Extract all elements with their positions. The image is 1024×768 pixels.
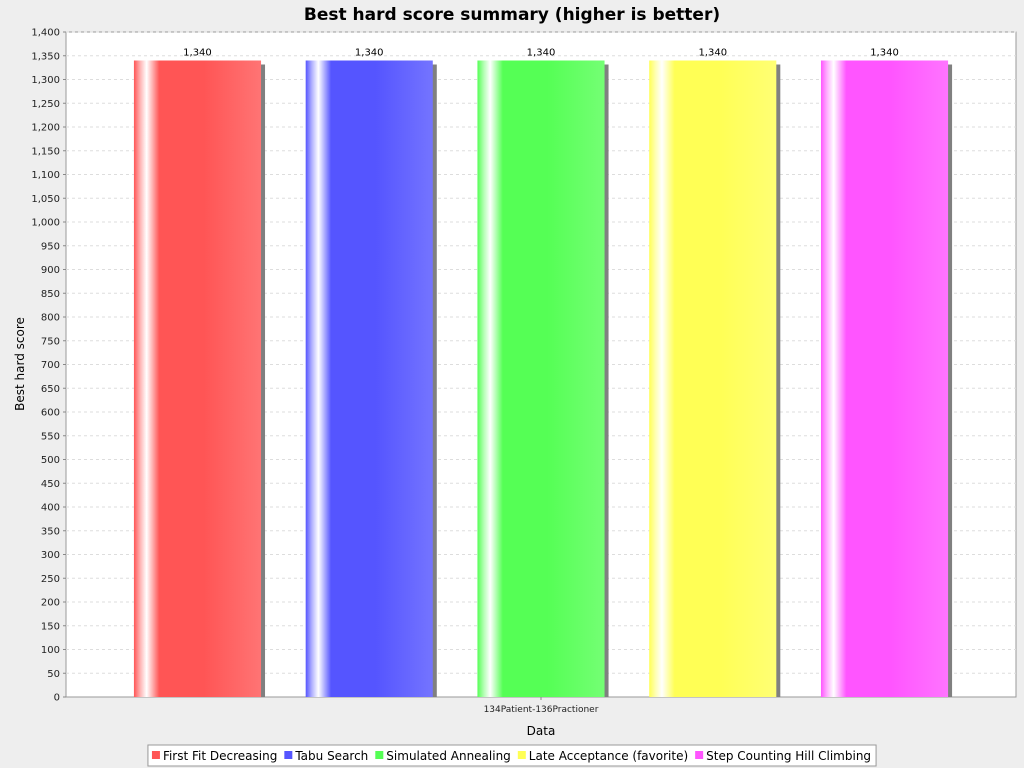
legend-swatch bbox=[375, 751, 384, 759]
data-label: 1,340 bbox=[870, 48, 899, 59]
y-axis-ticks: 0 50 100 150 200 250 300 350 400 450 500 550 600 650 7… bbox=[31, 28, 66, 704]
legend-item-label: Step Counting Hill Climbing bbox=[706, 749, 871, 763]
legend-frame bbox=[147, 744, 877, 767]
y-tick-label: 0 bbox=[54, 693, 60, 704]
y-tick-label: 100 bbox=[41, 645, 60, 656]
y-tick-label: 200 bbox=[41, 598, 60, 609]
y-tick-label: 1,300 bbox=[31, 75, 60, 86]
y-tick-label: 550 bbox=[41, 431, 60, 442]
y-tick-label: 800 bbox=[41, 313, 60, 324]
y-tick-label: 400 bbox=[41, 503, 60, 514]
category-label: 134Patient-136Practioner bbox=[484, 705, 599, 715]
y-tick-label: 700 bbox=[41, 360, 60, 371]
y-tick-label: 1,350 bbox=[31, 51, 60, 62]
y-tick-label: 600 bbox=[41, 408, 60, 419]
bar bbox=[477, 60, 605, 697]
y-tick-label: 500 bbox=[41, 455, 60, 466]
legend-swatch bbox=[151, 751, 160, 759]
y-tick-label: 900 bbox=[41, 265, 60, 276]
data-label: 1,340 bbox=[183, 48, 212, 59]
legend-item-label: Simulated Annealing bbox=[386, 749, 511, 763]
y-tick-label: 1,150 bbox=[31, 146, 60, 157]
bar bbox=[305, 60, 433, 697]
y-tick-label: 250 bbox=[41, 574, 60, 585]
bar bbox=[649, 60, 777, 697]
y-tick-label: 1,050 bbox=[31, 194, 60, 205]
data-label: 1,340 bbox=[355, 48, 384, 59]
y-tick-label: 1,200 bbox=[31, 123, 60, 134]
y-tick-label: 1,400 bbox=[31, 28, 60, 39]
legend-item-label: Tabu Search bbox=[294, 749, 368, 763]
y-tick-label: 1,250 bbox=[31, 99, 60, 110]
bar bbox=[820, 60, 949, 697]
y-tick-label: 650 bbox=[41, 384, 60, 395]
y-tick-label: 750 bbox=[41, 336, 60, 347]
y-tick-label: 150 bbox=[41, 621, 60, 632]
y-tick-label: 450 bbox=[41, 479, 60, 490]
legend-swatch bbox=[284, 751, 293, 759]
bar bbox=[133, 60, 262, 697]
y-tick-label: 350 bbox=[41, 526, 60, 537]
data-label: 1,340 bbox=[698, 48, 727, 59]
bars bbox=[133, 60, 953, 700]
y-axis-label: Best hard score bbox=[13, 317, 27, 411]
x-axis-label: Data bbox=[527, 724, 556, 738]
legend-swatch bbox=[695, 751, 704, 759]
data-label: 1,340 bbox=[527, 48, 556, 59]
y-tick-label: 850 bbox=[41, 289, 60, 300]
y-tick-label: 300 bbox=[41, 550, 60, 561]
y-tick-label: 1,100 bbox=[31, 170, 60, 181]
legend: First Fit Decreasing Tabu Search Simulated… bbox=[147, 744, 877, 767]
y-tick-label: 950 bbox=[41, 241, 60, 252]
y-tick-label: 1,000 bbox=[31, 218, 60, 229]
chart-title: Best hard score summary (higher is bette… bbox=[304, 5, 720, 25]
data-labels: 1,340 1,340 1,340 1,340 1,340 bbox=[183, 48, 899, 59]
y-tick-label: 50 bbox=[47, 669, 60, 680]
legend-swatch bbox=[517, 751, 526, 759]
legend-item-label: Late Acceptance (favorite) bbox=[529, 749, 688, 763]
legend-item-label: First Fit Decreasing bbox=[163, 749, 277, 763]
